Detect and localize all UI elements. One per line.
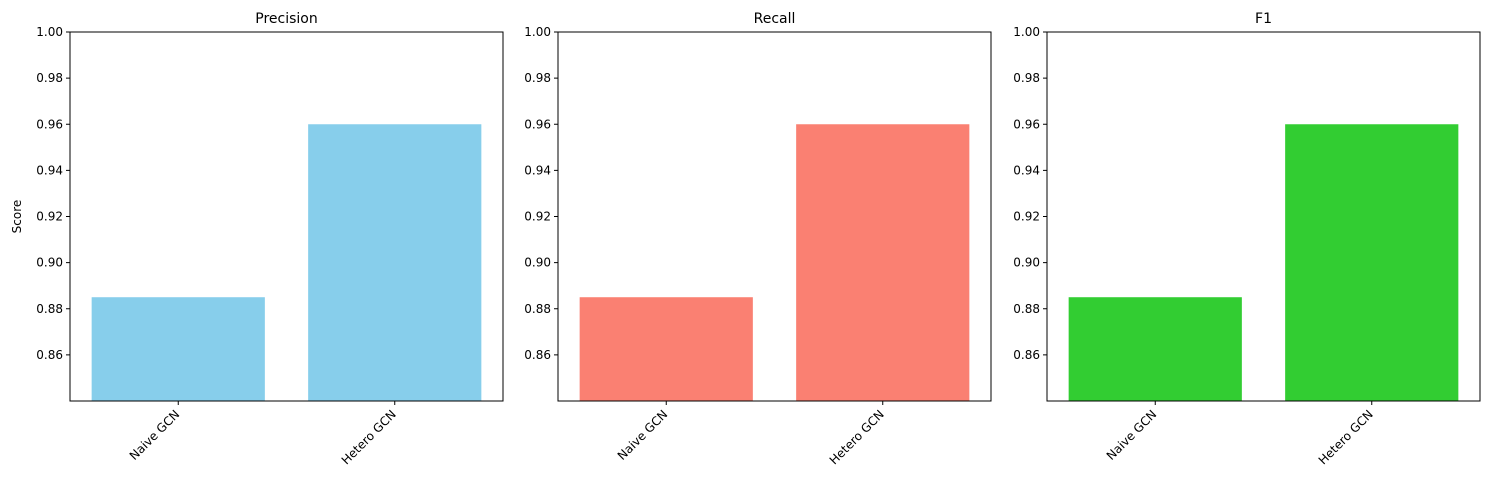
recall-title: Recall xyxy=(754,11,796,27)
recall-panel: Recall 0.86 0.88 0.90 0.92 0.94 0.96 0.98 1.00 N… xyxy=(524,11,992,467)
f1-y-tick-label: 0.94 xyxy=(1013,163,1040,177)
recall-bar-hetero-gcn xyxy=(796,124,970,401)
f1-y-tick-label: 1.00 xyxy=(1013,25,1040,39)
recall-y-tick-label: 0.88 xyxy=(524,302,551,316)
f1-y-tick-label: 0.86 xyxy=(1013,348,1040,362)
precision-y-tick-label: 0.98 xyxy=(36,71,63,85)
recall-y-tick-label: 0.94 xyxy=(524,163,551,177)
recall-y-tick-label: 0.96 xyxy=(524,117,551,131)
f1-y-tick-label: 0.88 xyxy=(1013,302,1040,316)
recall-y-tick-label: 0.86 xyxy=(524,348,551,362)
precision-bar-naive-gcn xyxy=(91,297,265,401)
precision-x-tick-label: Naive GCN xyxy=(127,407,183,463)
f1-bar-naive-gcn xyxy=(1068,297,1242,401)
recall-x-tick-label: Hetero GCN xyxy=(827,407,887,467)
precision-y-tick-label: 0.90 xyxy=(36,256,63,270)
precision-title: Precision xyxy=(255,11,317,27)
f1-y-tick-label: 0.90 xyxy=(1013,256,1040,270)
recall-bar-naive-gcn xyxy=(579,297,753,401)
precision-y-axis-label: Score xyxy=(10,200,24,234)
recall-y-tick-label: 0.98 xyxy=(524,71,551,85)
f1-panel: F1 0.86 0.88 0.90 0.92 0.94 0.96 0.98 1.00 Naive… xyxy=(1013,11,1481,467)
precision-x-tick-label: Hetero GCN xyxy=(339,407,399,467)
f1-x-tick-label: Naive GCN xyxy=(1104,407,1160,463)
precision-y-tick-label: 1.00 xyxy=(36,25,63,39)
recall-y-tick-label: 0.90 xyxy=(524,256,551,270)
f1-y-tick-label: 0.92 xyxy=(1013,210,1040,224)
precision-y-tick-label: 0.86 xyxy=(36,348,63,362)
precision-y-tick-label: 0.92 xyxy=(36,210,63,224)
precision-y-tick-label: 0.94 xyxy=(36,163,63,177)
recall-y-tick-label: 0.92 xyxy=(524,210,551,224)
precision-y-tick-label: 0.96 xyxy=(36,117,63,131)
f1-y-tick-label: 0.96 xyxy=(1013,117,1040,131)
recall-x-tick-label: Naive GCN xyxy=(615,407,671,463)
f1-bar-hetero-gcn xyxy=(1285,124,1459,401)
precision-panel: Precision Score 0.86 0.88 0.90 0.92 0.94 0.96… xyxy=(10,11,504,467)
f1-x-tick-label: Hetero GCN xyxy=(1316,407,1376,467)
f1-y-tick-label: 0.98 xyxy=(1013,71,1040,85)
f1-title: F1 xyxy=(1255,11,1272,27)
recall-y-tick-label: 1.00 xyxy=(524,25,551,39)
precision-bar-hetero-gcn xyxy=(308,124,482,401)
precision-y-tick-label: 0.88 xyxy=(36,302,63,316)
